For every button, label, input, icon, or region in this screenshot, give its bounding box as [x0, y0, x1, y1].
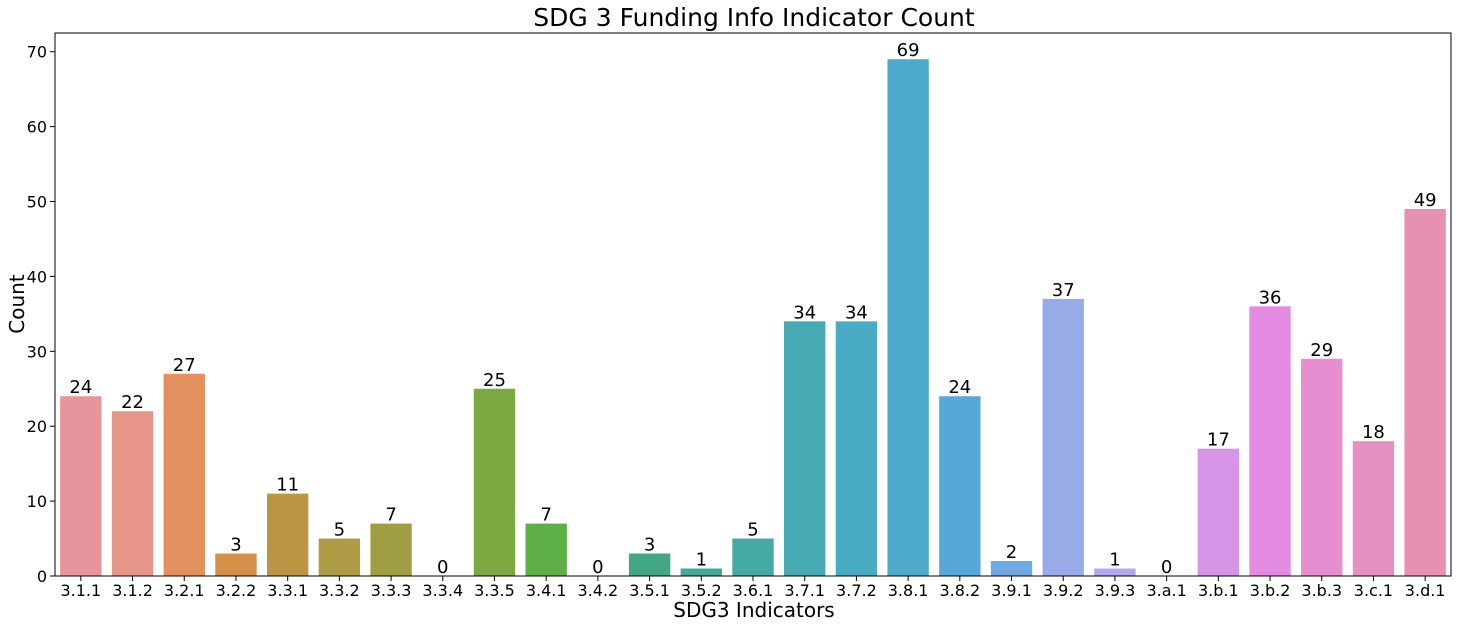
data-label-3.2.1: 27: [173, 355, 196, 376]
bar-3.2.2: [215, 553, 257, 576]
bar-3.7.1: [784, 321, 826, 576]
x-tick-label-3.3.1: 3.3.1: [267, 581, 308, 600]
bar-3.6.1: [732, 538, 774, 576]
bar-3.7.2: [835, 321, 878, 576]
bar-3.4.1: [525, 523, 567, 576]
x-tick-label-3.9.3: 3.9.3: [1095, 581, 1136, 600]
data-label-3.2.2: 3: [230, 535, 241, 556]
x-tick-label-3.8.2: 3.8.2: [939, 581, 980, 600]
y-axis: 0 10 20 30 40 50 60 70: [27, 43, 55, 586]
x-tick-label-3.3.5: 3.3.5: [474, 581, 515, 600]
bar-3.3.2: [318, 538, 361, 576]
y-tick-label-0: 0: [37, 567, 47, 586]
bar-3.8.1: [887, 59, 929, 576]
x-tick-label-3.9.1: 3.9.1: [991, 581, 1032, 600]
x-tick-label-3.8.1: 3.8.1: [888, 581, 929, 600]
bar-3.1.2: [111, 411, 154, 576]
data-label-3.d.1: 49: [1414, 190, 1437, 211]
x-tick-label-3.1.1: 3.1.1: [60, 581, 101, 600]
data-label-3.6.1: 5: [747, 520, 758, 541]
y-axis-label: Count: [5, 274, 29, 334]
bar-3.8.2: [939, 396, 981, 576]
data-label-3.7.1: 34: [793, 302, 816, 323]
x-axis-label: SDG3 Indicators: [673, 598, 834, 622]
y-tick-label-70: 70: [27, 43, 47, 62]
x-axis: 3.1.1 3.1.2 3.2.1 3.2.2 3.3.1 3.3.2 3.3.3 3.3.4…: [60, 576, 1445, 600]
x-tick-label-3.9.2: 3.9.2: [1043, 581, 1084, 600]
x-tick-label-3.7.2: 3.7.2: [836, 581, 877, 600]
y-tick-label-20: 20: [27, 417, 47, 436]
y-tick-label-30: 30: [27, 342, 47, 361]
data-label-3.9.2: 37: [1052, 280, 1075, 301]
bar-3.9.3: [1094, 568, 1136, 576]
x-tick-label-3.a.1: 3.a.1: [1146, 581, 1186, 600]
data-label-3.4.2: 0: [592, 557, 603, 578]
x-tick-label-3.4.1: 3.4.1: [526, 581, 567, 600]
bar-3.5.1: [628, 553, 671, 576]
data-label-3.9.3: 1: [1109, 550, 1120, 571]
bar-3.9.2: [1042, 298, 1084, 576]
x-tick-label-3.3.3: 3.3.3: [371, 581, 412, 600]
x-tick-label-3.1.2: 3.1.2: [112, 581, 153, 600]
data-label-3.3.4: 0: [437, 557, 448, 578]
data-label-3.5.2: 1: [696, 550, 707, 571]
x-tick-label-3.c.1: 3.c.1: [1354, 581, 1393, 600]
x-tick-label-3.6.1: 3.6.1: [733, 581, 774, 600]
bar-3.d.1: [1404, 209, 1446, 576]
data-label-3.8.2: 24: [948, 377, 971, 398]
data-label-3.c.1: 18: [1362, 422, 1385, 443]
x-tick-label-3.5.1: 3.5.1: [629, 581, 670, 600]
chart-title: SDG 3 Funding Info Indicator Count: [533, 3, 975, 32]
data-label-3.3.3: 7: [385, 505, 396, 526]
bar-3.1.1: [60, 396, 102, 576]
data-labels-group: 24 22 27 3 11 5 7 0 25 7 0 3 1 5 34 34 69 24 2 37 1 0 17 36 29 18…: [69, 40, 1436, 578]
data-label-3.8.1: 69: [897, 40, 920, 61]
bar-3.b.1: [1197, 448, 1240, 576]
bar-3.3.1: [266, 493, 309, 576]
bar-3.9.1: [990, 561, 1033, 576]
data-label-3.5.1: 3: [644, 535, 655, 556]
x-tick-label-3.d.1: 3.d.1: [1405, 581, 1446, 600]
bars-group: [60, 59, 1446, 576]
y-tick-label-40: 40: [27, 267, 47, 286]
x-tick-label-3.4.2: 3.4.2: [578, 581, 619, 600]
bar-3.2.1: [163, 373, 205, 576]
y-tick-label-60: 60: [27, 118, 47, 137]
x-tick-label-3.3.4: 3.3.4: [422, 581, 463, 600]
bar-3.b.3: [1301, 358, 1343, 576]
data-label-3.a.1: 0: [1161, 557, 1172, 578]
x-tick-label-3.2.1: 3.2.1: [164, 581, 205, 600]
data-label-3.3.5: 25: [483, 370, 506, 391]
x-tick-label-3.b.1: 3.b.1: [1198, 581, 1239, 600]
data-label-3.3.1: 11: [276, 475, 299, 496]
data-label-3.3.2: 5: [334, 520, 345, 541]
data-label-3.b.1: 17: [1207, 430, 1230, 451]
x-tick-label-3.b.3: 3.b.3: [1301, 581, 1342, 600]
plot-frame: [54, 32, 1452, 577]
y-tick-label-50: 50: [27, 193, 47, 212]
data-label-3.b.3: 29: [1310, 340, 1333, 361]
x-tick-label-3.3.2: 3.3.2: [319, 581, 360, 600]
x-tick-label-3.2.2: 3.2.2: [216, 581, 257, 600]
x-tick-label-3.7.1: 3.7.1: [784, 581, 825, 600]
data-label-3.1.2: 22: [121, 392, 144, 413]
bar-3.5.2: [680, 568, 722, 576]
data-label-3.b.2: 36: [1259, 287, 1282, 308]
data-label-3.9.1: 2: [1006, 542, 1017, 563]
bar-3.3.3: [370, 523, 412, 576]
bar-3.c.1: [1352, 441, 1395, 576]
bar-3.3.5: [473, 388, 516, 576]
bar-3.b.2: [1249, 306, 1291, 576]
data-label-3.4.1: 7: [540, 505, 551, 526]
data-label-3.1.1: 24: [69, 377, 92, 398]
data-label-3.7.2: 34: [845, 302, 868, 323]
x-tick-label-3.b.2: 3.b.2: [1250, 581, 1291, 600]
x-tick-label-3.5.2: 3.5.2: [681, 581, 722, 600]
y-tick-label-10: 10: [27, 492, 47, 511]
